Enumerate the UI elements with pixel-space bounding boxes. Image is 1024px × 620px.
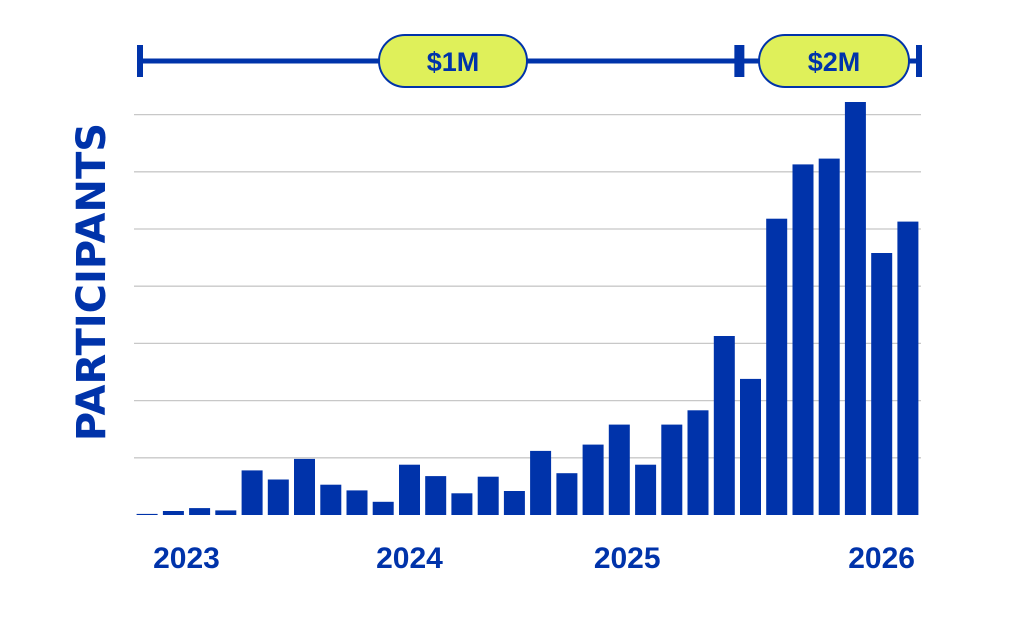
bar [477, 476, 499, 515]
bar [136, 513, 158, 515]
bar [425, 476, 447, 515]
x-tick-label: 2026 [848, 542, 915, 575]
grid-lines [134, 113, 921, 459]
bar [267, 479, 289, 515]
bar [399, 464, 420, 515]
funding-timeline: $1M $2M [137, 34, 922, 88]
bar [792, 164, 814, 515]
y-axis-label: PARTICIPANTS [69, 123, 115, 441]
bar [215, 510, 237, 515]
bar [897, 221, 919, 515]
x-tick-label: 2023 [153, 542, 220, 575]
funding-pill-label: $1M [427, 47, 480, 77]
bars [136, 102, 919, 515]
bar [346, 490, 368, 515]
bar [844, 102, 866, 515]
funding-period: $1M [137, 34, 741, 88]
bar [871, 253, 893, 515]
x-axis-ticks: 2023 2024 2025 2026 [153, 542, 915, 575]
bar [661, 424, 683, 515]
bar [687, 410, 709, 515]
funding-pill [378, 34, 528, 88]
bar [162, 511, 184, 515]
funding-pill [758, 34, 910, 88]
bar [530, 450, 552, 515]
funding-period: $2M [738, 34, 922, 88]
bar [241, 470, 263, 515]
bar [818, 158, 840, 515]
funding-pill-label: $2M [808, 47, 861, 77]
bar [503, 491, 525, 515]
x-tick-label: 2024 [376, 542, 443, 575]
bar [582, 444, 604, 515]
bar [189, 508, 211, 515]
bar [451, 493, 473, 515]
bar [294, 458, 315, 515]
bar [740, 378, 761, 515]
bar [608, 424, 630, 515]
bar [766, 218, 788, 515]
bar [556, 473, 578, 515]
x-tick-label: 2025 [594, 542, 661, 575]
bar [713, 336, 735, 515]
bar [635, 464, 657, 515]
bar [320, 484, 342, 515]
bar [372, 501, 394, 515]
